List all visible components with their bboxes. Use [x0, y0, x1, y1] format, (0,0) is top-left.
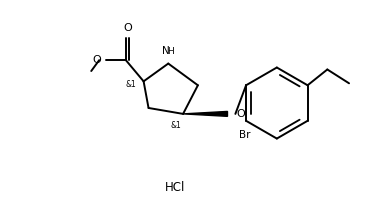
Text: O: O	[236, 109, 245, 119]
Text: &1: &1	[126, 80, 137, 89]
Text: &1: &1	[170, 121, 181, 130]
Text: O: O	[123, 23, 132, 32]
Text: Br: Br	[239, 130, 251, 140]
Text: O: O	[93, 55, 101, 65]
Text: HCl: HCl	[165, 181, 185, 194]
Text: N: N	[163, 46, 170, 56]
Text: H: H	[167, 47, 174, 56]
Polygon shape	[183, 111, 228, 116]
